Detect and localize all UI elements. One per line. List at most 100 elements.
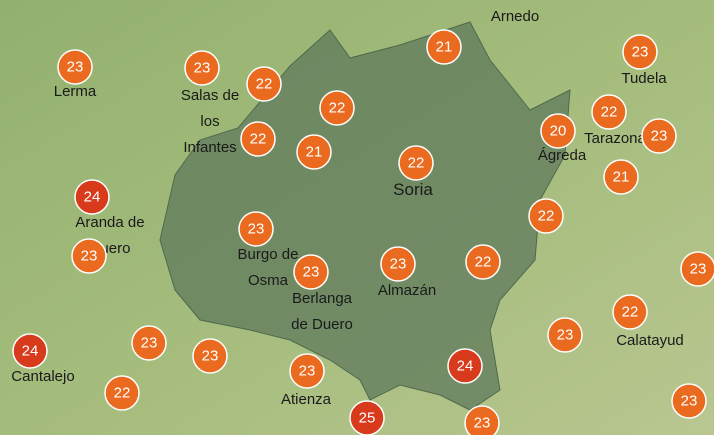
temperature-value: 22 [114,385,131,402]
temperature-value: 23 [141,335,158,352]
temperature-marker: 23 [547,317,583,353]
temperature-marker: 22 [246,66,282,102]
marker-circle [12,333,48,369]
marker-circle [612,294,648,330]
temperature-marker: 21 [426,29,462,65]
temperature-marker: 23 [671,383,707,419]
temperature-value: 23 [557,327,574,344]
temperature-value: 23 [81,248,98,265]
temperature-marker: 23 [293,254,329,290]
temperature-value: 22 [250,131,267,148]
temperature-marker: 23 [680,251,714,287]
temperature-marker: 21 [296,134,332,170]
temperature-value: 23 [651,128,668,145]
place-name: Tarazona [584,130,646,147]
marker-circle [680,251,714,287]
temperature-value: 21 [613,169,630,186]
marker-circle [192,338,228,374]
place-name: Infantes [183,139,236,156]
place-name: Lerma [54,83,97,100]
marker-circle [246,66,282,102]
temperature-value: 22 [538,208,555,225]
place-name: Salas de [181,87,239,104]
temperature-value: 23 [202,348,219,365]
temperature-marker: 24 [74,179,110,215]
marker-circle [528,198,564,234]
temperature-value: 23 [474,415,491,432]
temperature-value: 24 [22,343,39,360]
place-name: Osma [248,272,289,289]
place-name: de Duero [291,316,353,333]
temperature-value: 23 [390,256,407,273]
temperature-value: 22 [329,100,346,117]
temperature-value: 23 [303,264,320,281]
place-name: Soria [393,180,433,199]
temperature-marker: 24 [447,348,483,384]
temperature-marker: 25 [349,400,385,435]
temperature-marker: 20 [540,113,576,149]
place-name: Arnedo [491,8,539,25]
place-name: Atienza [281,391,332,408]
marker-circle [71,238,107,274]
temperature-value: 22 [475,254,492,271]
place-name: Burgo de [238,246,299,263]
temperature-value: 25 [359,410,376,427]
temperature-value: 23 [632,44,649,61]
temperature-marker: 22 [528,198,564,234]
marker-circle [671,383,707,419]
temperature-marker: 23 [641,118,677,154]
temperature-value: 23 [248,221,265,238]
temperature-value: 22 [601,104,618,121]
place-name: Berlanga [292,290,353,307]
place-name: Aranda de [75,214,144,231]
marker-circle [349,400,385,435]
place-name: Almazán [378,282,436,299]
marker-circle [293,254,329,290]
temperature-marker: 22 [591,94,627,130]
marker-circle [447,348,483,384]
temperature-value: 22 [256,76,273,93]
temperature-value: 23 [690,261,707,278]
temperature-value: 23 [299,363,316,380]
marker-circle [540,113,576,149]
temperature-marker: 22 [398,145,434,181]
temperature-marker: 24 [12,333,48,369]
temperature-marker: 23 [71,238,107,274]
marker-circle [641,118,677,154]
place-name: los [200,113,219,130]
temperature-marker: 23 [238,211,274,247]
temperature-value: 21 [306,144,323,161]
place-name: Tudela [621,70,667,87]
place-name: Calatayud [616,332,684,349]
place-name: Cantalejo [11,368,74,385]
marker-circle [238,211,274,247]
marker-circle [104,375,140,411]
marker-circle [591,94,627,130]
temperature-marker: 22 [240,121,276,157]
temperature-marker: 23 [131,325,167,361]
marker-circle [289,353,325,389]
marker-circle [74,179,110,215]
temperature-marker: 22 [612,294,648,330]
marker-circle [131,325,167,361]
temperature-marker: 23 [622,34,658,70]
temperature-value: 24 [84,189,101,206]
marker-circle [57,49,93,85]
marker-circle [622,34,658,70]
temperature-value: 20 [550,123,567,140]
marker-circle [398,145,434,181]
temperature-marker: 23 [57,49,93,85]
marker-circle [380,246,416,282]
temperature-marker: 22 [104,375,140,411]
temperature-marker: 23 [192,338,228,374]
marker-circle [464,405,500,435]
marker-circle [296,134,332,170]
temperature-marker: 23 [184,50,220,86]
marker-circle [547,317,583,353]
marker-circle [426,29,462,65]
temperature-value: 21 [436,39,453,56]
temperature-marker: 21 [603,159,639,195]
marker-circle [319,90,355,126]
marker-circle [240,121,276,157]
